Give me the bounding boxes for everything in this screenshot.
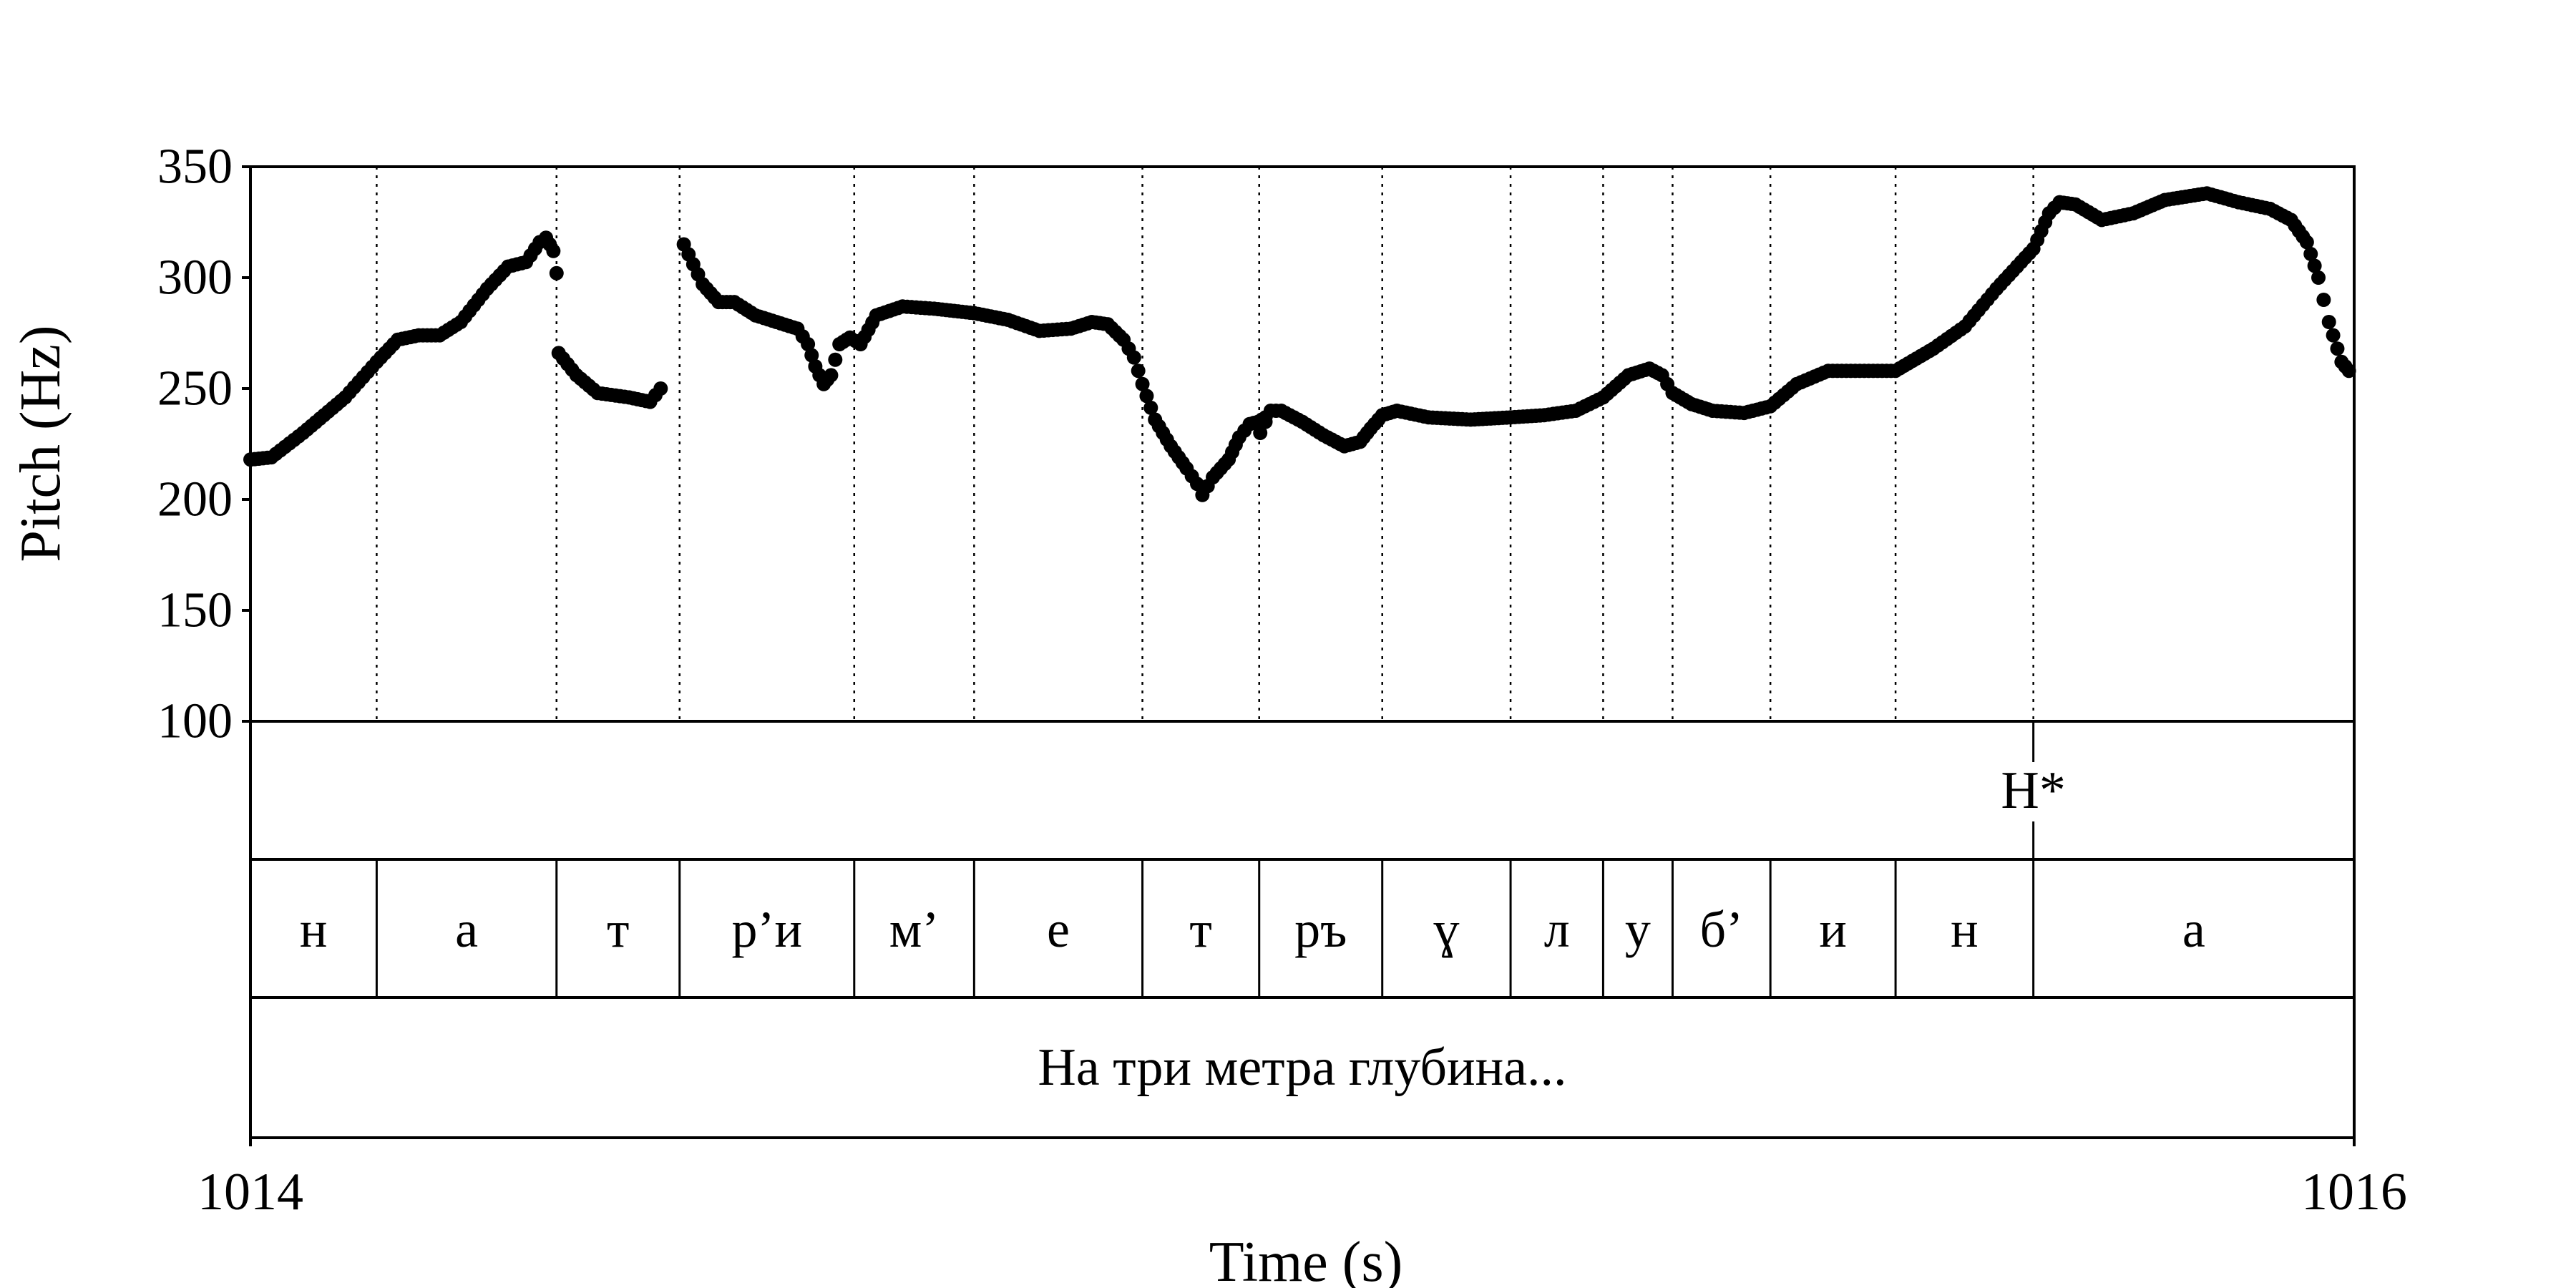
y-axis-ticks: 350 300 250 200 150 100 (157, 140, 250, 749)
sentence-tier-frame (249, 996, 2356, 1139)
tone-label: H* (2001, 761, 2065, 820)
y-tick-label: 250 (157, 361, 233, 416)
y-tick-label: 200 (157, 472, 233, 527)
y-tick-label: 150 (157, 583, 233, 638)
pitch-point (2303, 246, 2318, 261)
pitch-point (2330, 341, 2345, 356)
segment-label: ɣ (1433, 901, 1459, 958)
pitch-point (2316, 293, 2331, 307)
pitch-point (653, 381, 668, 396)
x-axis-ticks: 1014 1016 (197, 1138, 2407, 1221)
x-axis-label: Time (s) (1209, 1231, 1402, 1288)
pitch-point (824, 368, 839, 383)
segment-label: ръ (1294, 901, 1347, 958)
y-tick-label: 350 (157, 140, 233, 195)
y-axis-label: Pitch (Hz) (9, 325, 72, 562)
segment-label: е (1047, 901, 1070, 958)
pitch-point (1258, 414, 1273, 429)
pitch-point (1135, 376, 1150, 391)
pitch-point (2307, 258, 2322, 273)
segment-label: р’и (732, 901, 803, 958)
sentence-label: На три метра глубина... (1038, 1038, 1566, 1097)
segment-label: т (1189, 901, 1211, 958)
pitch-point (1143, 400, 1158, 415)
segment-dividers (375, 859, 2035, 997)
pitch-point (801, 337, 816, 351)
tone-marks: H* (2001, 721, 2066, 859)
pitch-point (2341, 364, 2356, 379)
segment-label: б’ (1699, 901, 1743, 958)
pitch-point (1139, 389, 1154, 404)
segment-label: и (1819, 901, 1847, 958)
pitch-point (2299, 235, 2314, 250)
pitch-point (1131, 364, 1146, 379)
y-tick-label: 300 (157, 250, 233, 306)
segment-label: у (1625, 901, 1651, 958)
segment-label: а (2182, 901, 2205, 958)
segment-label: а (455, 901, 478, 958)
segment-label: т (607, 901, 629, 958)
pitch-points (243, 186, 2356, 502)
x-tick-label: 1014 (197, 1163, 303, 1221)
pitch-point (2326, 328, 2341, 343)
pitch-point (804, 348, 819, 363)
segment-label: л (1544, 901, 1570, 958)
pitch-point (549, 265, 564, 280)
segment-labels: н а т р’и м’ е т ръ ɣ л у б’ и н а (300, 901, 2205, 958)
segment-label: м’ (889, 901, 940, 958)
pitch-point (546, 243, 561, 258)
pitch-point (2321, 315, 2336, 329)
pitch-point (2311, 270, 2326, 285)
segment-label: н (1951, 901, 1979, 958)
x-tick-label: 1016 (2301, 1163, 2407, 1221)
segment-boundary-lines (376, 167, 2034, 721)
segment-label: н (300, 901, 328, 958)
pitch-point (1126, 350, 1141, 365)
y-tick-label: 100 (157, 694, 233, 749)
pitch-point (828, 352, 843, 367)
pitch-point (1253, 426, 1268, 440)
